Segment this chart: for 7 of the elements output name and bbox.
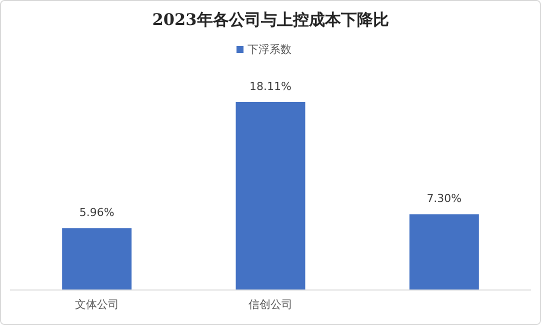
chart-title: 2023年各公司与上控成本下降比 bbox=[152, 10, 389, 29]
x-tick-label: 文体公司 bbox=[74, 298, 119, 311]
legend-label: 下浮系数 bbox=[248, 43, 292, 56]
data-label: 5.96% bbox=[79, 206, 114, 220]
data-label: 7.30% bbox=[426, 192, 462, 206]
data-label: 18.11% bbox=[250, 80, 292, 93]
x-tick-label: 信创公司 bbox=[248, 298, 292, 311]
